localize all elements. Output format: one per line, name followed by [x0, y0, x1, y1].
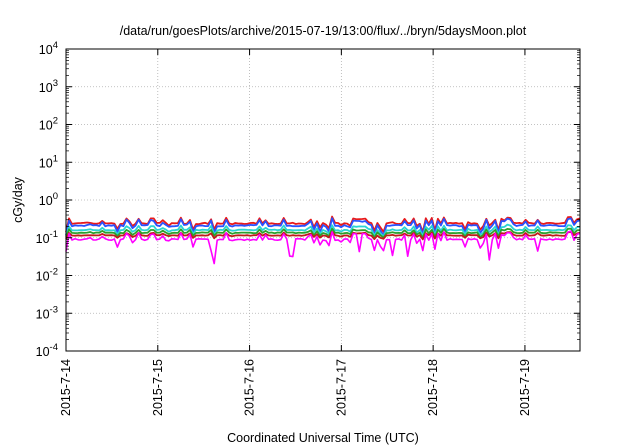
y-tick-label: 10-3 — [36, 304, 58, 321]
y-tick-label: 104 — [39, 40, 58, 57]
y-tick-label: 103 — [39, 78, 58, 95]
x-tick-label: 2015-7-16 — [243, 359, 257, 416]
series-line — [65, 230, 581, 265]
series-line — [65, 227, 581, 239]
series-layer — [65, 215, 581, 265]
y-tick-label: 101 — [39, 153, 58, 170]
y-tick-label: 102 — [39, 116, 58, 133]
series-line — [65, 217, 581, 237]
y-tick-label: 10-4 — [36, 342, 58, 359]
plot-frame — [65, 48, 581, 352]
ticks: 10-4 10-3 10-2 10-1 100 101 102 103 104 2015-7-14… — [36, 40, 580, 416]
x-tick-label: 2015-7-14 — [59, 359, 73, 416]
series-line — [65, 215, 581, 233]
y-axis-label: cGy/day — [11, 176, 25, 223]
x-tick-label: 2015-7-15 — [151, 359, 165, 416]
x-axis-label: Coordinated Universal Time (UTC) — [227, 431, 419, 445]
y-tick-label: 100 — [39, 191, 58, 208]
x-tick-label: 2015-7-17 — [334, 359, 348, 416]
chart-title: /data/run/goesPlots/archive/2015-07-19/1… — [120, 24, 527, 38]
x-tick-label: 2015-7-18 — [426, 359, 440, 416]
grid — [66, 49, 580, 351]
series-line — [65, 223, 581, 238]
x-tick-label: 2015-7-19 — [518, 359, 532, 416]
y-tick-label: 10-2 — [36, 267, 58, 284]
y-tick-label: 10-1 — [36, 229, 58, 246]
